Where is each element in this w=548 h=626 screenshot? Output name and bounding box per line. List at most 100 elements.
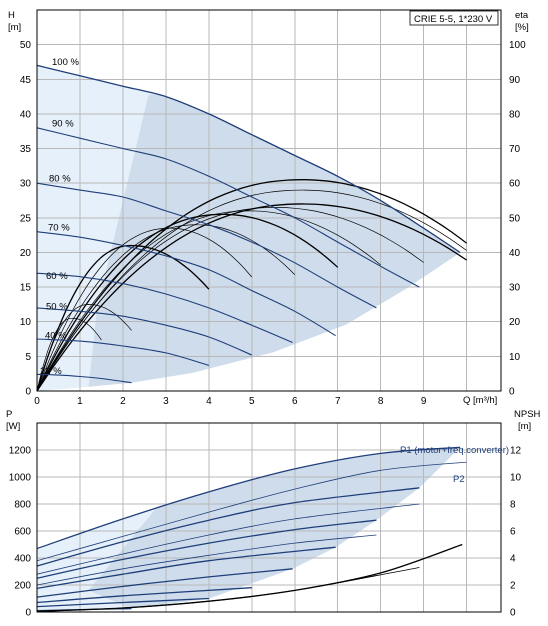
- p1-curve: [36, 446, 461, 550]
- efficiency-curve: [36, 317, 102, 392]
- bottom-frame: [36, 422, 502, 613]
- y-tick-label: 5: [25, 352, 31, 363]
- x-tick-label: 5: [249, 396, 255, 407]
- y-tick-label: 25: [20, 213, 32, 224]
- bottom-y2-tick-label: 6: [510, 527, 516, 538]
- efficiency-curve: [36, 179, 467, 392]
- speed-label: 50 %: [46, 301, 68, 312]
- power-curves: [36, 446, 467, 612]
- head-curve: [36, 64, 461, 254]
- series-label-p1: P1 (motor+freq.converter): [400, 445, 509, 456]
- x-tick-label: 9: [421, 396, 427, 407]
- bottom-y-tick-label: 1200: [9, 446, 32, 457]
- npsh-curves: [36, 543, 463, 612]
- x-ticks: 0 1 2 3 4 5 6 7 8 9: [34, 396, 427, 407]
- y2-axis-label-eta: eta: [515, 10, 529, 21]
- p1-curve: [36, 487, 420, 567]
- x-tick-label: 0: [34, 396, 40, 407]
- top-right-ticks: 0 10 20 30 40 50 60 70 80 90 100: [509, 40, 526, 397]
- y-axis-unit-h: [m]: [8, 22, 21, 33]
- x-tick-label: 4: [206, 396, 212, 407]
- y2-tick-label: 100: [509, 40, 526, 51]
- title-box-text: CRIE 5-5, 1*230 V: [414, 14, 493, 25]
- bottom-y2-tick-label: 0: [510, 608, 516, 619]
- y-tick-label: 10: [20, 317, 32, 328]
- efficiency-curve: [36, 203, 467, 392]
- bottom-y2-tick-label: 8: [510, 500, 516, 511]
- y2-tick-label: 80: [509, 109, 521, 120]
- top-left-ticks: 0 5 10 15 20 25 30 35 40 45 50: [20, 40, 32, 397]
- speed-label: 22 %: [40, 366, 62, 377]
- y-tick-label: 35: [20, 144, 32, 155]
- y2-axis-label-npsh: NPSH: [514, 409, 541, 420]
- operating-area-dark: [88, 94, 461, 387]
- y-tick-label: 40: [20, 109, 32, 120]
- y2-tick-label: 40: [509, 248, 521, 259]
- p1-curve: [36, 597, 209, 608]
- speed-label: 70 %: [48, 223, 70, 234]
- efficiency-curve: [36, 244, 210, 392]
- speed-label: 80 %: [49, 173, 71, 184]
- y-tick-label: 45: [20, 75, 32, 86]
- p1-curve: [36, 519, 377, 579]
- efficiency-curve: [36, 227, 253, 392]
- y-tick-label: 30: [20, 179, 32, 190]
- efficiency-curves: [36, 179, 467, 392]
- y-axis-label-p: P: [6, 409, 12, 420]
- head-curve: [36, 127, 420, 288]
- x-tick-label: 8: [378, 396, 384, 407]
- top-frame: [36, 9, 502, 392]
- head-curve: [36, 307, 253, 356]
- x-tick-label: 6: [292, 396, 298, 407]
- bottom-y-tick-label: 600: [14, 527, 31, 538]
- y2-tick-label: 90: [509, 75, 521, 86]
- head-curve: [36, 231, 336, 337]
- p1-curve: [36, 587, 252, 604]
- y-axis-unit-p: [W]: [6, 421, 20, 432]
- x-tick-label: 3: [163, 396, 169, 407]
- x-tick-label: 2: [120, 396, 126, 407]
- y2-tick-label: 20: [509, 317, 521, 328]
- npsh-curve: [36, 575, 377, 612]
- p2-curve: [36, 534, 377, 586]
- speed-label: 90 %: [52, 119, 74, 130]
- bottom-y2-tick-label: 4: [510, 554, 516, 565]
- y2-tick-label: 30: [509, 283, 521, 294]
- series-label-p2: P2: [453, 474, 465, 485]
- bottom-y-tick-label: 800: [14, 500, 31, 511]
- bottom-left-ticks: 0 200 400 600 800 1000 1200: [9, 446, 32, 619]
- y2-tick-label: 70: [509, 144, 521, 155]
- x-tick-label: 7: [335, 396, 341, 407]
- speed-label: 100 %: [52, 57, 79, 68]
- efficiency-curve: [36, 213, 339, 392]
- bottom-y2-tick-label: 12: [510, 446, 522, 457]
- x-tick-label: 1: [77, 396, 83, 407]
- p2-curve: [36, 461, 467, 562]
- bottom-y2-tick-label: 2: [510, 581, 516, 592]
- y2-axis-unit-npsh: [m]: [518, 421, 531, 432]
- head-curve: [36, 338, 210, 366]
- speed-label: 60 %: [46, 271, 68, 282]
- y2-axis-unit-eta: [%]: [515, 22, 529, 33]
- bottom-y-tick-label: 400: [14, 554, 31, 565]
- y2-tick-label: 10: [509, 352, 521, 363]
- bottom-y2-tick-label: 10: [510, 473, 522, 484]
- y2-tick-label: 60: [509, 179, 521, 190]
- head-curve: [36, 373, 132, 384]
- operating-area-top: [37, 65, 461, 392]
- p1-curve: [36, 568, 293, 598]
- head-curves: [36, 64, 461, 384]
- head-curve: [36, 182, 377, 309]
- p1-curve: [36, 546, 336, 590]
- head-curve: [36, 272, 293, 344]
- y-tick-label: 15: [20, 283, 32, 294]
- y2-tick-label: 0: [509, 387, 515, 398]
- y-tick-label: 20: [20, 248, 32, 259]
- bottom-right-ticks: 0 2 4 6 8 10 12: [510, 446, 522, 619]
- y2-tick-label: 50: [509, 213, 521, 224]
- y-axis-label-h: H: [8, 10, 15, 21]
- bottom-panel: 0 200 400 600 800 1000 1200 0 2 4 6 8 10 12 P [W] NP…: [6, 409, 541, 619]
- bottom-y-tick-label: 0: [25, 608, 31, 619]
- x-axis-label: Q [m³/h]: [463, 395, 497, 406]
